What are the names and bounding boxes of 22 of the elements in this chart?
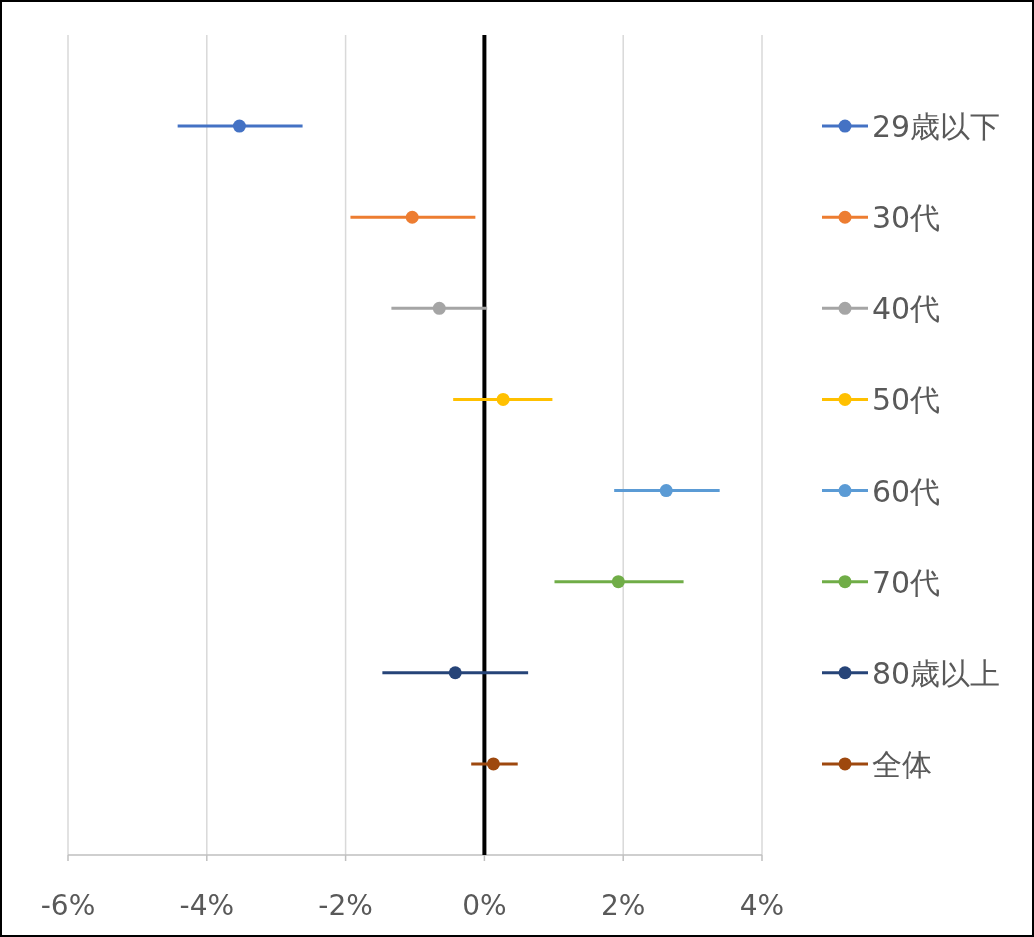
x-tick-label: 2%: [600, 889, 646, 922]
x-tick-label: -2%: [318, 889, 373, 922]
point: [405, 210, 419, 224]
legend-label: 70代: [872, 564, 941, 600]
legend-label: 29歳以下: [872, 109, 1001, 145]
legend-label: 40代: [872, 291, 941, 327]
x-tick-label: -4%: [179, 889, 235, 922]
legend-label: 80歳以上: [872, 655, 1001, 691]
point: [611, 575, 625, 589]
point: [448, 666, 462, 680]
point: [659, 484, 673, 498]
legend-label: 50代: [872, 382, 941, 418]
legend-label: 60代: [872, 473, 941, 509]
point: [232, 119, 246, 133]
x-tick-label: 4%: [739, 889, 785, 922]
x-tick-label: 0%: [462, 889, 507, 922]
legend-label: 全体: [872, 746, 932, 782]
point: [496, 392, 510, 406]
x-tick-label: -6%: [40, 889, 96, 922]
point: [486, 757, 500, 771]
legend-label: 30代: [872, 200, 941, 236]
point: [432, 301, 446, 315]
